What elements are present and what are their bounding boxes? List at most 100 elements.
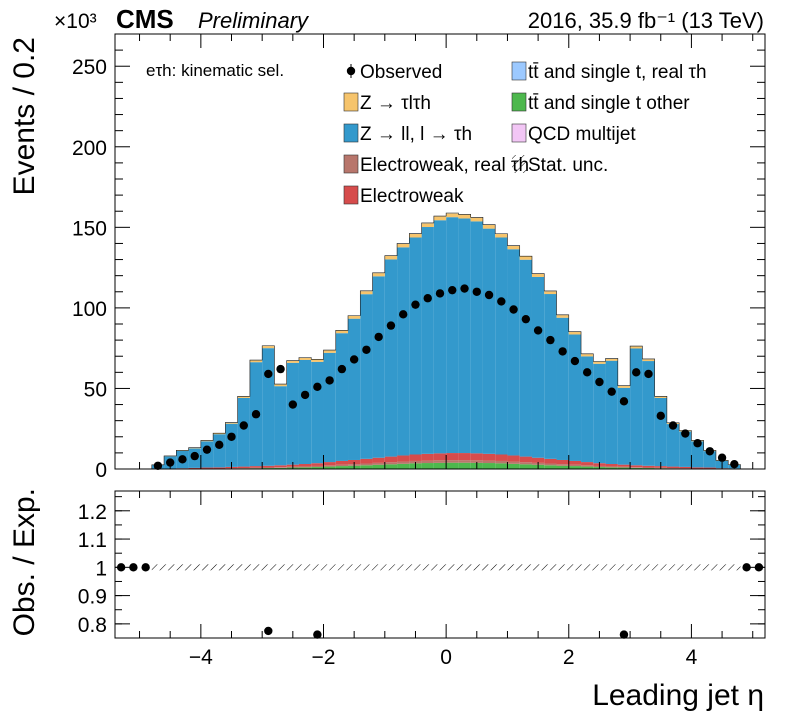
observed-point (313, 382, 322, 392)
stack-bar-ttbar_other (482, 463, 496, 469)
stack-bar-ew (691, 467, 704, 469)
observed-point (717, 453, 727, 462)
observed-point (558, 347, 567, 356)
stack-bar-ew (274, 465, 287, 468)
stack-bar-ew (703, 467, 716, 469)
stack-bar-ztautau (384, 256, 398, 260)
stack-bar-zll (495, 237, 508, 455)
stack-bar-zll (568, 334, 582, 461)
stack-bar-ew (556, 459, 569, 465)
stack-bar-ttbar_other (581, 466, 594, 469)
stack-bar-ew_real (298, 466, 312, 468)
stack-bar-ztautau (617, 385, 631, 388)
stack-bar-ztautau (348, 315, 361, 319)
stack-bar-ew (605, 464, 618, 467)
stack-bar-zll (666, 424, 680, 467)
y-tick-label-bottom: 1.2 (78, 501, 107, 524)
observed-point (227, 432, 236, 441)
stack-bar-zll (544, 294, 557, 459)
stack-bar-zll (262, 348, 275, 466)
stack-bar-ew (568, 460, 582, 465)
stack-bar-ztautau (360, 291, 373, 295)
y-tick-label-top: 0 (95, 459, 107, 482)
stack-bar-ttbar_other (519, 464, 532, 469)
main-plot-axes: 0 50 100 150 200 250 (72, 33, 765, 482)
stack-bar-zll (421, 227, 434, 454)
stack-bar-ttbar_other (433, 462, 447, 469)
stack-bar-ztautau (556, 314, 569, 318)
stack-bar-zll (213, 434, 226, 468)
stack-bar-ew (666, 466, 680, 469)
stack-bar-ztautau (274, 384, 287, 387)
stack-bar-ew (433, 453, 447, 461)
stack-bar-ew_real (372, 462, 385, 465)
stack-bar-ew (188, 467, 201, 469)
stack-bar-ztautau (482, 224, 496, 229)
stack-bar-ew (519, 456, 532, 463)
stack-bar-zll (703, 451, 716, 468)
stack-bar-ew_real (556, 464, 569, 466)
observed-point (582, 368, 592, 377)
stack-bar-zll (237, 397, 250, 467)
stack-bar-ztautau (544, 291, 557, 295)
observed-point (607, 387, 616, 396)
stack-bar-ztautau (630, 346, 643, 349)
observed-point (153, 461, 163, 470)
stack-bar-ztautau (581, 353, 594, 357)
y-tick-label-bottom: 1.1 (78, 529, 107, 552)
observed-point (288, 400, 298, 409)
observed-point (251, 410, 261, 419)
legend-stat-unc-swatch (512, 155, 526, 173)
observed-point (178, 455, 187, 464)
stack-bar-ew (495, 454, 508, 461)
stack-bar-ztautau (409, 233, 422, 238)
stack-bar-ew (249, 466, 263, 468)
legend-observed-marker (346, 66, 356, 76)
legend-stat-unc-hatch (512, 155, 526, 173)
observed-point (533, 326, 543, 335)
stack-bar-ew_real (630, 467, 643, 468)
x-tick-label: −4 (189, 646, 213, 669)
observed-point (656, 411, 665, 421)
stack-bar-zll (630, 348, 643, 466)
observed-point (705, 447, 715, 456)
observed-point (411, 300, 420, 309)
legend-label-zll: Z → ll, l → τh (360, 124, 472, 145)
ratio-point (313, 630, 322, 639)
stack-bar-ttbar_other (495, 463, 508, 469)
stack-bar-ew_real (323, 465, 336, 467)
selection-annotation: eτh: kinematic sel. (146, 61, 284, 80)
stack-bar-zll (593, 363, 606, 464)
stack-bar-ztautau (642, 359, 655, 362)
main-plot-frame (114, 33, 766, 470)
observed-point (632, 368, 641, 377)
stack-bar-ew_real (446, 460, 459, 463)
stack-bar-ew (544, 458, 557, 464)
stack-bar-ttbar_other (335, 466, 349, 469)
stack-bar-ttbar_other (311, 467, 324, 469)
legend-label-stat_unc: Stat. unc. (528, 155, 608, 176)
stack-bar-ztautau (531, 273, 545, 277)
stack-bar-ew_real (384, 462, 398, 465)
legend: Observed tt̄ and single t, real τh Z → τlτ… (343, 61, 707, 207)
stack-bar-zll (384, 259, 398, 457)
y-axis-title-top: Events / 0.2 (8, 37, 41, 195)
observed-point (644, 369, 653, 379)
stack-bar-ew (335, 460, 349, 465)
lumi-label: 2016, 35.9 fb⁻¹ (13 TeV) (528, 8, 764, 33)
stack-bar-zll (335, 333, 349, 461)
ratio-point (619, 630, 629, 639)
stack-bar-zll (654, 397, 667, 467)
ratio-plot-panel (116, 563, 764, 639)
ratio-point (742, 563, 751, 572)
stack-bar-ew_real (482, 460, 496, 464)
stack-bar-ttbar_other (630, 467, 643, 469)
stack-bar-ew (581, 462, 594, 466)
legend-label-observed: Observed (360, 62, 442, 83)
stack-bar-ew_real (581, 465, 594, 467)
observed-point (509, 305, 518, 314)
observed-point (399, 310, 408, 319)
stack-bar-ztautau (654, 396, 667, 398)
stack-bar-ew (458, 453, 471, 461)
stack-bar-ttbar_other (568, 466, 582, 469)
